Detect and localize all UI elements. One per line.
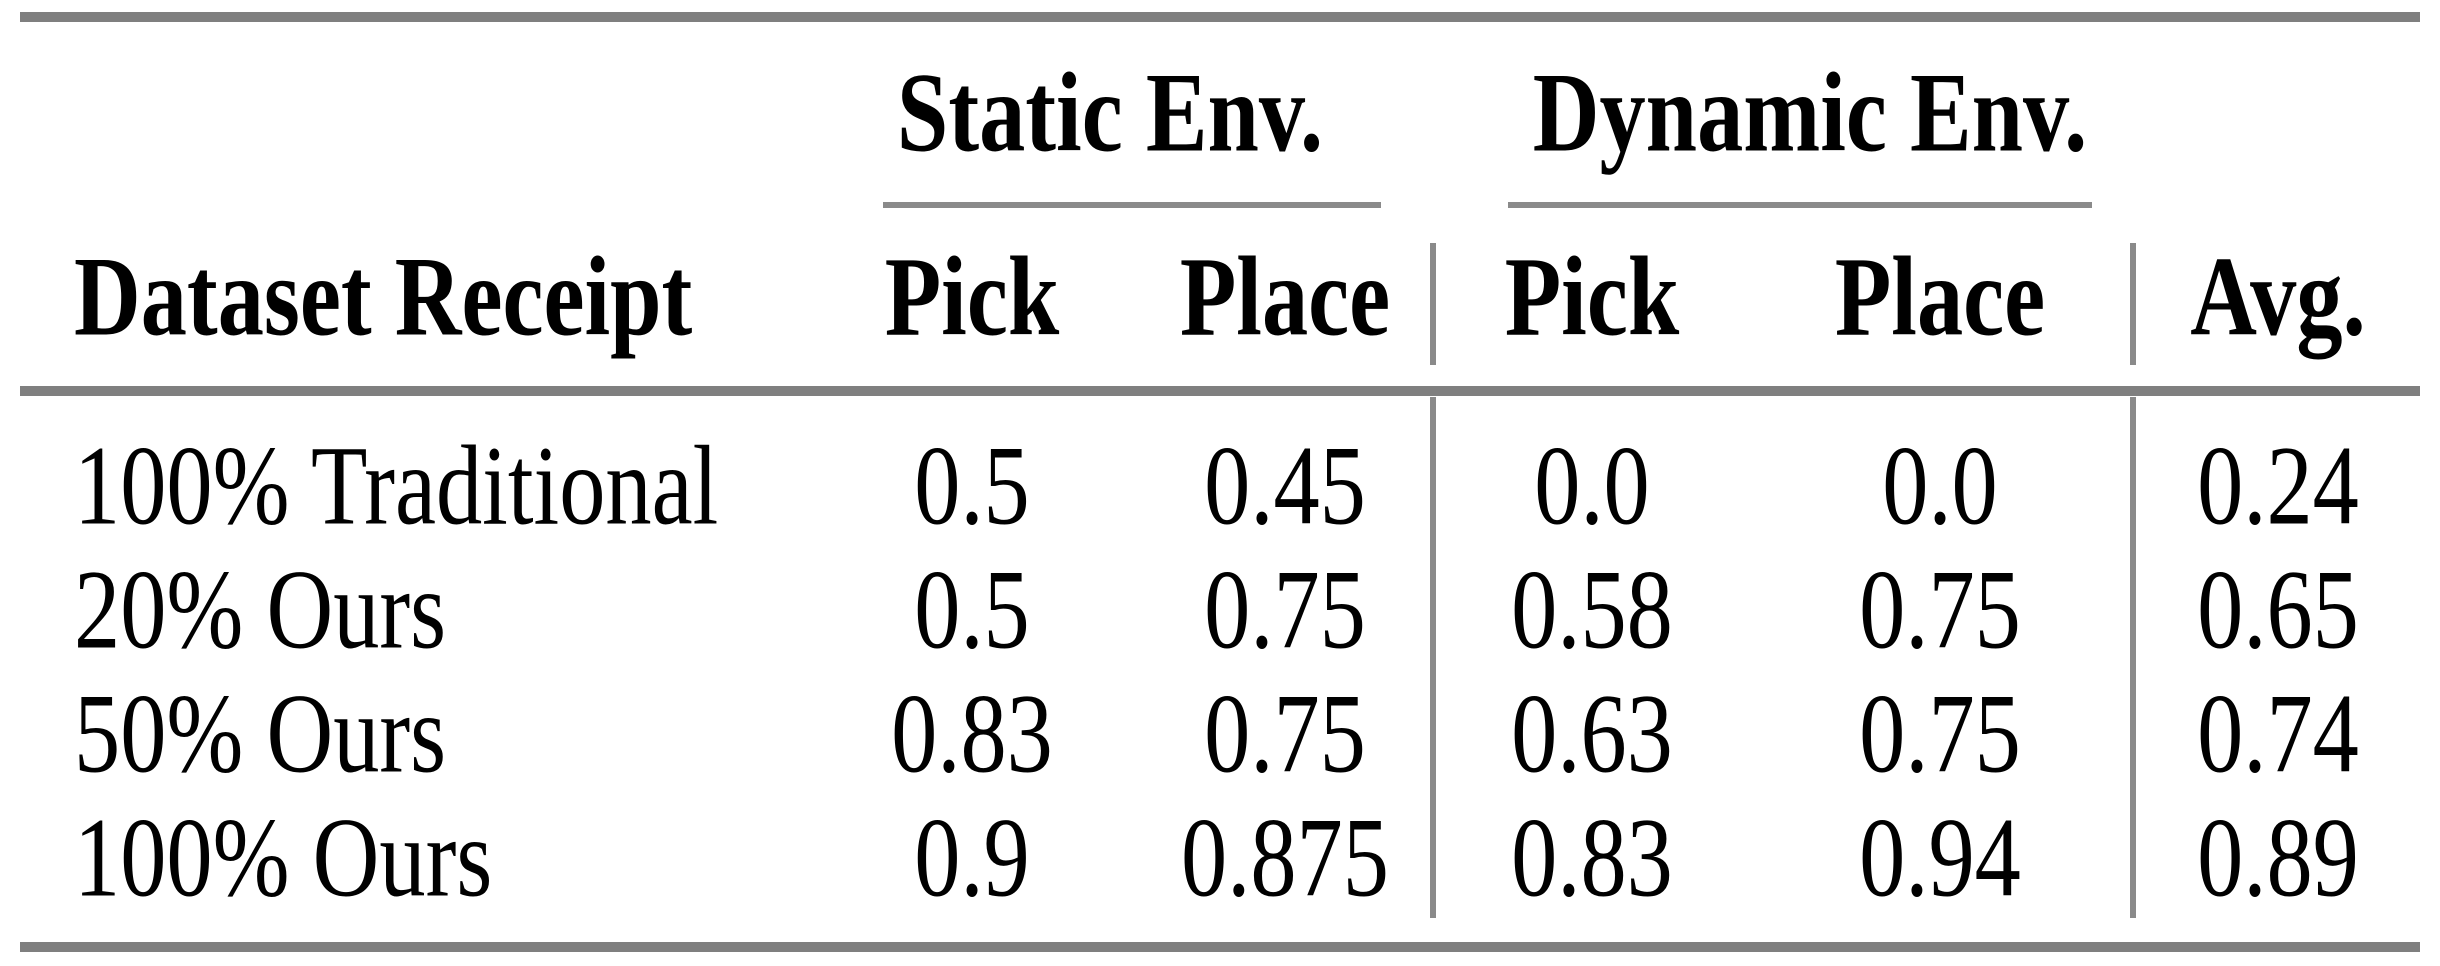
row2-dynamic-pick: 0.58 xyxy=(1511,545,1673,673)
row2-avg: 0.65 xyxy=(2197,545,2359,673)
row4-avg: 0.89 xyxy=(2197,793,2359,921)
col-group-static-env: Static Env. xyxy=(896,48,1324,176)
header-static-place: Place xyxy=(1179,232,1391,360)
header-dynamic-pick: Pick xyxy=(1504,232,1680,360)
dynamic-env-cmidrule xyxy=(1508,202,2092,208)
vertical-rule-1-body xyxy=(1430,397,1436,918)
row1-avg: 0.24 xyxy=(2197,421,2359,549)
vertical-rule-2-header xyxy=(2130,243,2136,365)
row3-dynamic-place: 0.75 xyxy=(1859,669,2021,797)
row2-static-pick: 0.5 xyxy=(914,545,1030,673)
row3-avg: 0.74 xyxy=(2197,669,2359,797)
header-avg: Avg. xyxy=(2190,232,2366,360)
row2-label: 20% Ours xyxy=(74,545,447,673)
row3-static-pick: 0.83 xyxy=(891,669,1053,797)
row1-dynamic-place: 0.0 xyxy=(1882,421,1998,549)
header-dynamic-place: Place xyxy=(1834,232,2046,360)
row1-static-pick: 0.5 xyxy=(914,421,1030,549)
row1-static-place: 0.45 xyxy=(1204,421,1366,549)
vertical-rule-1-header xyxy=(1430,243,1436,365)
table-mid-rule xyxy=(20,386,2420,396)
row3-dynamic-pick: 0.63 xyxy=(1511,669,1673,797)
row1-dynamic-pick: 0.0 xyxy=(1534,421,1650,549)
row2-static-place: 0.75 xyxy=(1204,545,1366,673)
row2-dynamic-place: 0.75 xyxy=(1859,545,2021,673)
row4-dynamic-pick: 0.83 xyxy=(1511,793,1673,921)
row4-static-pick: 0.9 xyxy=(914,793,1030,921)
header-static-pick: Pick xyxy=(884,232,1060,360)
table-top-rule xyxy=(20,12,2420,22)
header-dataset-receipt: Dataset Receipt xyxy=(74,232,693,360)
static-env-cmidrule xyxy=(883,202,1381,208)
row4-dynamic-place: 0.94 xyxy=(1859,793,2021,921)
row3-label: 50% Ours xyxy=(74,669,447,797)
row1-label: 100% Traditional xyxy=(74,421,719,549)
table-bottom-rule xyxy=(20,942,2420,952)
row4-static-place: 0.875 xyxy=(1181,793,1389,921)
row4-label: 100% Ours xyxy=(74,793,493,921)
row3-static-place: 0.75 xyxy=(1204,669,1366,797)
col-group-dynamic-env: Dynamic Env. xyxy=(1532,48,2088,176)
vertical-rule-2-body xyxy=(2130,397,2136,918)
